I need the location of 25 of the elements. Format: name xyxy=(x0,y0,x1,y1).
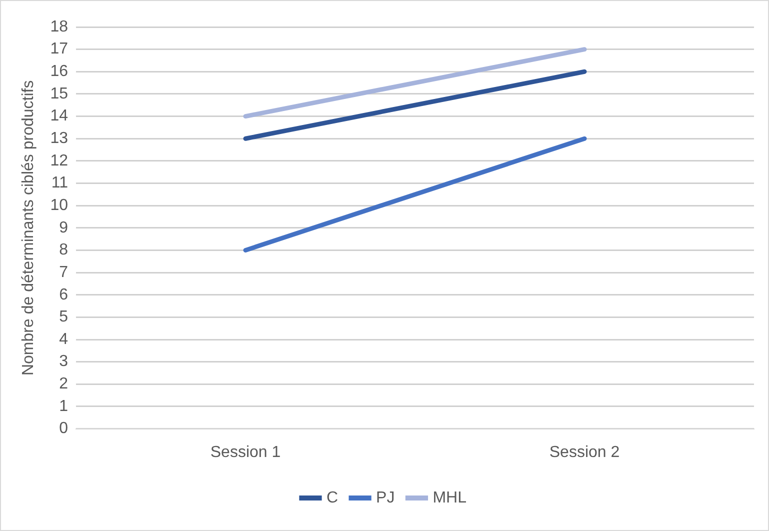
y-tick-label: 8 xyxy=(59,242,68,259)
y-tick-label: 15 xyxy=(50,85,68,102)
x-tick-label: Session 1 xyxy=(210,444,281,461)
y-axis-title: Nombre de déterminants ciblés productifs xyxy=(20,80,38,376)
y-tick-label: 12 xyxy=(50,152,68,170)
y-tick-label: 9 xyxy=(59,219,68,236)
legend-label: MHL xyxy=(432,489,467,506)
y-tick-label: 10 xyxy=(50,196,68,214)
y-tick-label: 7 xyxy=(59,264,68,281)
y-tick-label: 17 xyxy=(50,40,68,58)
y-tick-label: 18 xyxy=(50,18,68,36)
y-tick-label: 6 xyxy=(59,286,68,304)
legend-label: C xyxy=(326,489,338,506)
y-tick-label: 3 xyxy=(59,353,68,370)
y-tick-label: 13 xyxy=(50,130,68,148)
legend-label: PJ xyxy=(376,489,395,506)
y-tick-label: 1 xyxy=(59,398,68,415)
y-tick-label: 0 xyxy=(59,420,68,438)
y-tick-label: 16 xyxy=(50,63,68,80)
y-tick-label: 4 xyxy=(59,330,68,348)
x-tick-label: Session 2 xyxy=(549,444,620,461)
y-tick-label: 2 xyxy=(59,376,68,393)
y-tick-label: 14 xyxy=(50,108,68,125)
y-tick-label: 11 xyxy=(51,174,68,192)
y-tick-label: 5 xyxy=(59,308,68,326)
